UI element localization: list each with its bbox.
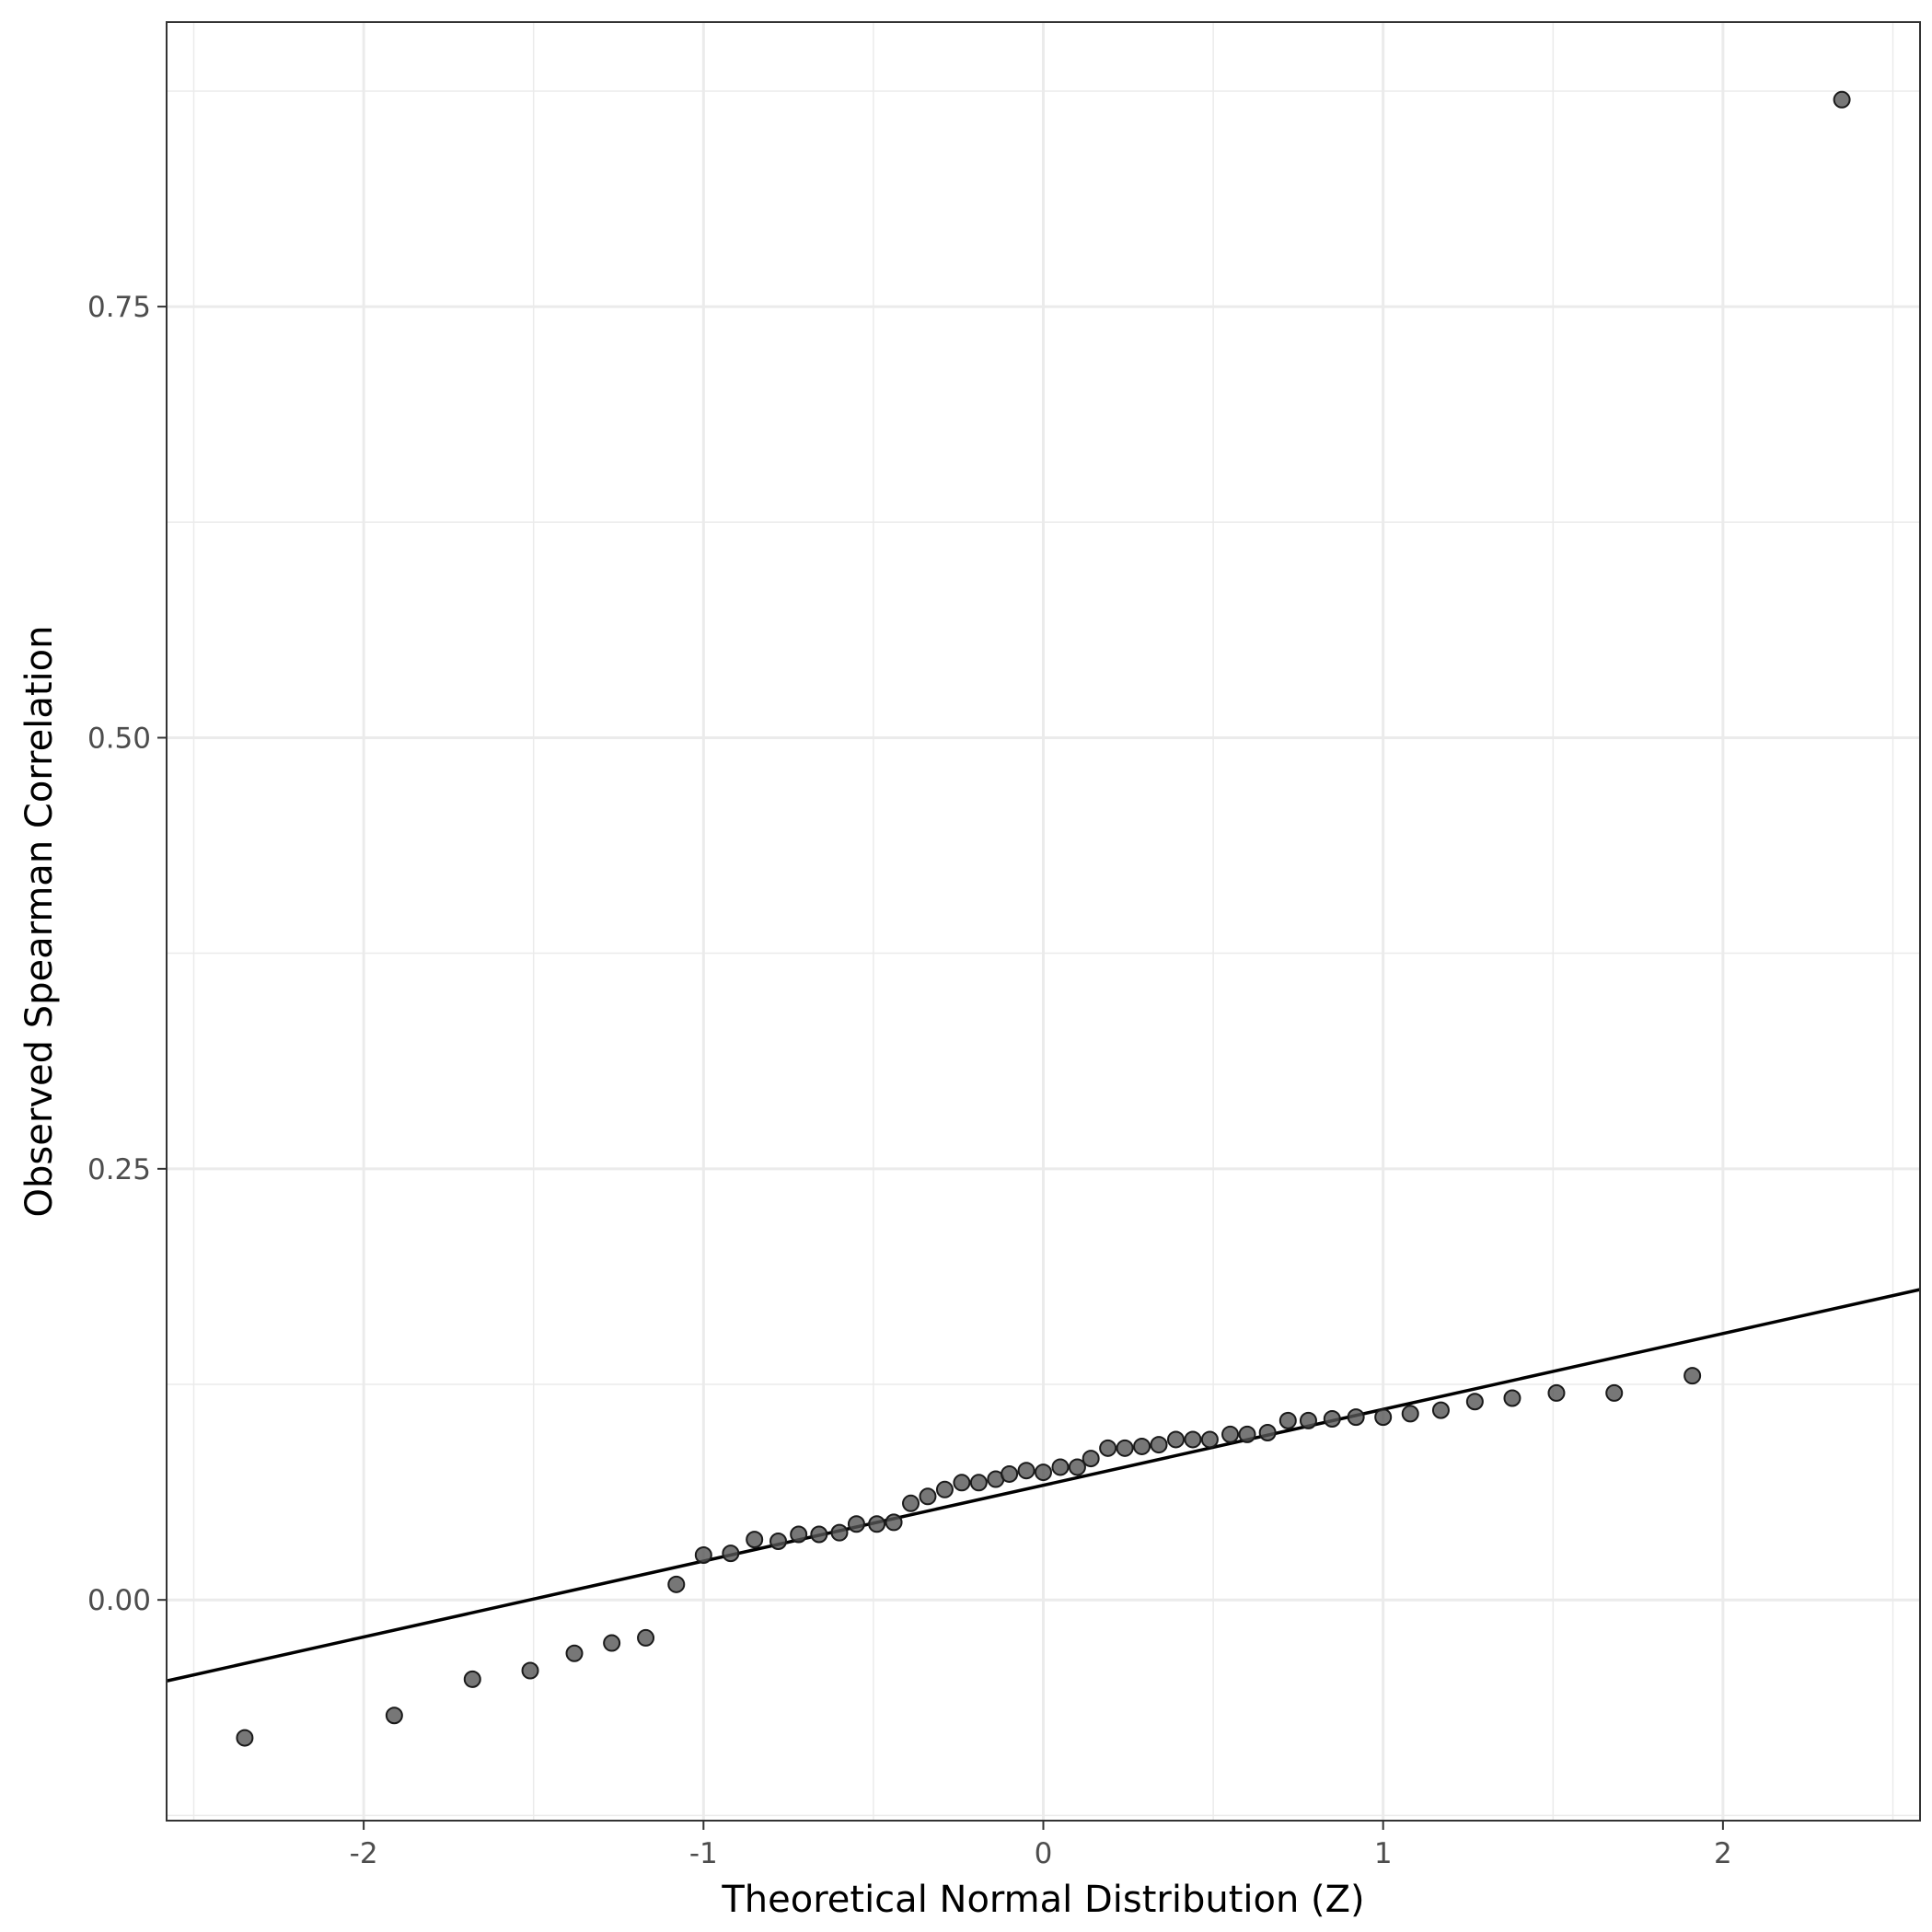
y-tick-label: 0.00 bbox=[87, 1584, 151, 1617]
axis-ticks bbox=[157, 306, 1724, 1830]
data-point bbox=[667, 1575, 686, 1593]
x-tick-labels: -2 -1 0 1 2 bbox=[350, 1837, 1732, 1870]
data-point bbox=[1299, 1411, 1317, 1429]
data-point bbox=[1258, 1423, 1277, 1441]
data-point bbox=[969, 1474, 988, 1492]
data-point bbox=[1166, 1430, 1185, 1449]
data-point bbox=[1116, 1439, 1134, 1457]
data-point bbox=[746, 1531, 764, 1549]
data-point bbox=[1833, 90, 1851, 109]
data-point bbox=[603, 1634, 621, 1652]
data-point bbox=[463, 1670, 481, 1688]
data-point bbox=[810, 1525, 828, 1544]
y-tick-labels: 0.00 0.25 0.50 0.75 bbox=[87, 291, 151, 1617]
data-point bbox=[769, 1533, 788, 1551]
data-point bbox=[521, 1661, 539, 1680]
data-point bbox=[868, 1515, 886, 1533]
data-point bbox=[694, 1545, 712, 1564]
data-point bbox=[902, 1494, 920, 1512]
data-point bbox=[565, 1644, 584, 1662]
x-axis-title: Theoretical Normal Distribution (Z) bbox=[721, 1879, 1364, 1921]
data-point bbox=[1099, 1439, 1117, 1457]
data-point bbox=[1683, 1367, 1702, 1385]
data-point bbox=[919, 1487, 937, 1506]
y-tick-label: 0.75 bbox=[87, 291, 151, 324]
data-point bbox=[722, 1544, 740, 1563]
data-point bbox=[1238, 1425, 1256, 1443]
data-point bbox=[1347, 1408, 1365, 1427]
reference-line-layer bbox=[166, 1288, 1921, 1683]
data-point bbox=[1605, 1383, 1624, 1402]
y-axis-title: Observed Spearman Correlation bbox=[18, 626, 61, 1218]
data-point bbox=[1465, 1393, 1484, 1411]
data-point bbox=[637, 1628, 655, 1647]
data-point bbox=[1503, 1389, 1521, 1407]
data-point bbox=[847, 1515, 865, 1533]
data-point bbox=[1221, 1425, 1240, 1443]
data-point bbox=[1184, 1430, 1202, 1449]
reference-line bbox=[166, 1288, 1921, 1683]
data-point bbox=[1001, 1464, 1019, 1483]
data-point bbox=[1200, 1430, 1219, 1449]
data-point bbox=[236, 1729, 254, 1747]
x-tick-label: -1 bbox=[689, 1837, 718, 1870]
data-points bbox=[236, 90, 1851, 1747]
y-tick-label: 0.50 bbox=[87, 722, 151, 755]
data-point bbox=[1547, 1383, 1566, 1402]
x-tick-label: 0 bbox=[1035, 1837, 1053, 1870]
data-point bbox=[790, 1525, 808, 1544]
x-tick-label: 1 bbox=[1374, 1837, 1393, 1870]
data-point bbox=[1150, 1436, 1168, 1454]
x-tick-label: -2 bbox=[350, 1837, 378, 1870]
data-point bbox=[935, 1480, 954, 1498]
data-point bbox=[953, 1474, 971, 1492]
data-point bbox=[1278, 1411, 1297, 1429]
data-point bbox=[1323, 1409, 1341, 1428]
data-point bbox=[1431, 1401, 1450, 1419]
data-point bbox=[830, 1523, 849, 1542]
data-point bbox=[1133, 1437, 1151, 1455]
y-tick-label: 0.25 bbox=[87, 1153, 151, 1186]
data-point bbox=[1068, 1458, 1086, 1476]
data-point bbox=[1082, 1450, 1100, 1468]
data-point bbox=[385, 1706, 403, 1725]
data-point bbox=[1035, 1463, 1052, 1482]
data-point bbox=[885, 1513, 903, 1532]
data-point bbox=[1401, 1405, 1419, 1423]
data-point bbox=[1051, 1458, 1070, 1476]
data-point bbox=[1374, 1408, 1393, 1427]
data-point bbox=[1017, 1462, 1035, 1480]
major-gridlines bbox=[167, 22, 1920, 1821]
x-tick-label: 2 bbox=[1714, 1837, 1732, 1870]
